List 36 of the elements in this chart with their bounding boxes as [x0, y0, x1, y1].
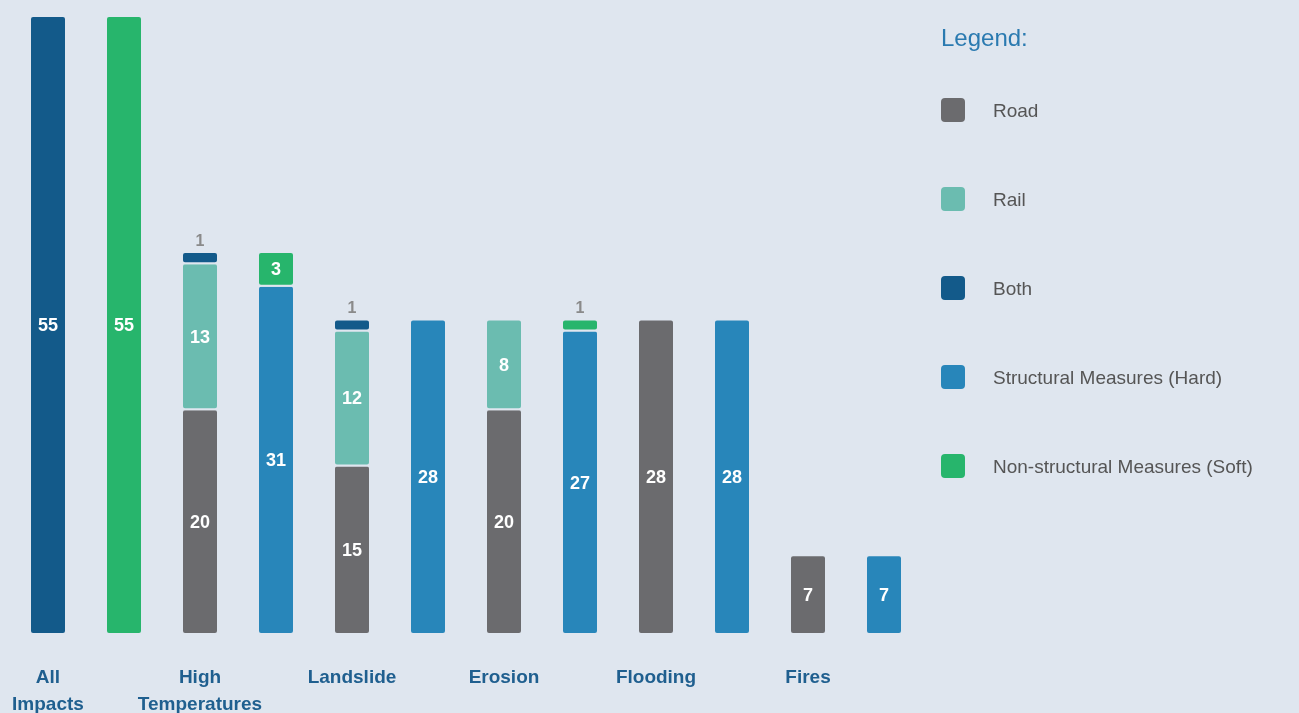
- data-label: 55: [37, 315, 59, 336]
- data-label: 28: [417, 466, 439, 487]
- legend-label: Rail: [993, 188, 1026, 210]
- legend-title: Legend:: [941, 24, 1028, 51]
- data-label: 20: [189, 511, 211, 532]
- legend-label: Both: [993, 277, 1033, 299]
- data-label: 15: [341, 540, 363, 561]
- data-label: 28: [721, 466, 743, 487]
- data-label: 31: [265, 450, 287, 471]
- x-tick-label: Flooding: [615, 666, 697, 687]
- data-label: 1: [347, 299, 357, 317]
- data-label: 8: [498, 354, 510, 375]
- bar: [409, 318, 447, 635]
- data-label: 12: [341, 388, 363, 409]
- bar: [637, 318, 675, 635]
- x-tick-label: Fires: [785, 666, 831, 687]
- x-tick-label: Landslide: [307, 666, 397, 687]
- data-label: 1: [575, 299, 585, 317]
- data-label: 1: [195, 231, 205, 249]
- x-tick-label: Erosion: [468, 666, 540, 687]
- bar: [713, 318, 751, 635]
- data-label: 13: [189, 326, 211, 347]
- bar: [789, 554, 827, 635]
- legend-label: Road: [993, 99, 1039, 121]
- data-label: 7: [878, 584, 890, 605]
- bar: [105, 15, 143, 635]
- data-label: 55: [113, 315, 135, 336]
- bar: [865, 554, 903, 635]
- legend-label: Structural Measures (Hard): [993, 366, 1223, 388]
- data-label: 28: [645, 466, 667, 487]
- data-label: 3: [270, 259, 282, 280]
- data-label: 27: [569, 472, 591, 493]
- bar: [29, 15, 67, 635]
- legend-label: Non-structural Measures (Soft): [993, 455, 1253, 477]
- data-label: 7: [802, 584, 814, 605]
- data-label: 20: [493, 511, 515, 532]
